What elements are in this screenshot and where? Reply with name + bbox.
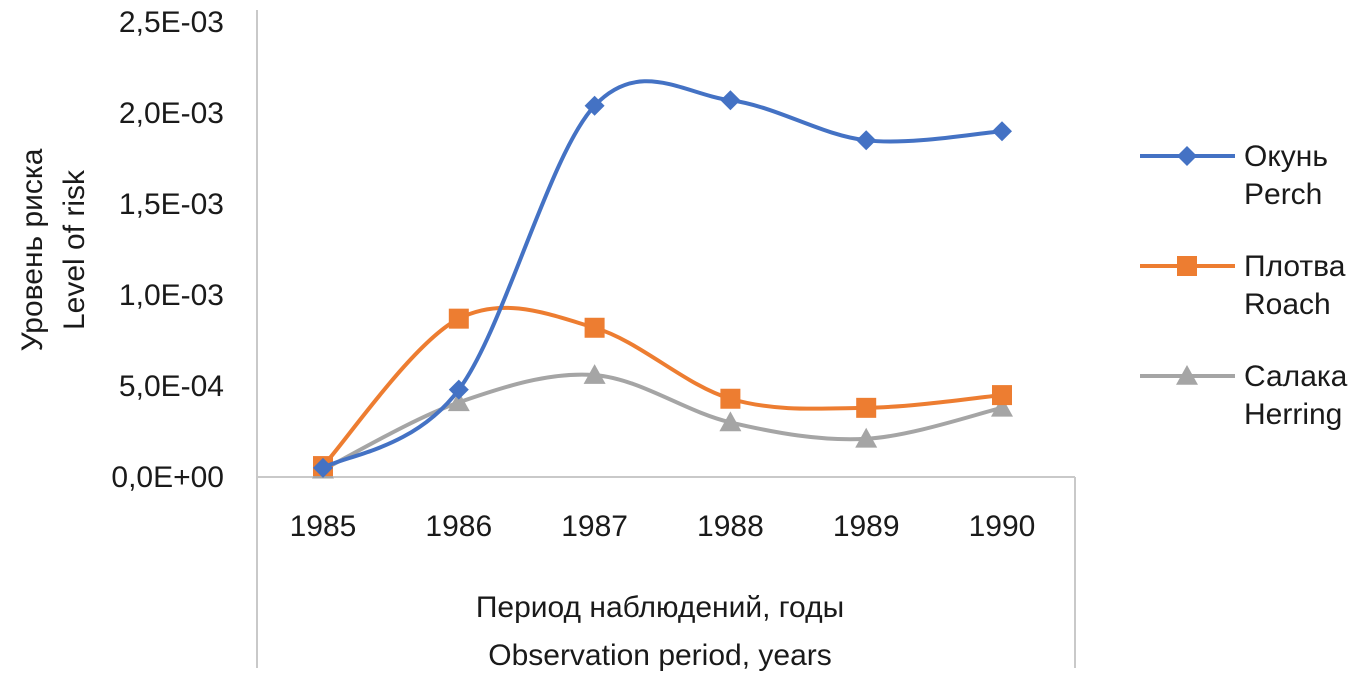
data-point-roach [448, 308, 469, 329]
x-tick-label: 1987 [561, 510, 628, 543]
data-point-perch [720, 90, 741, 111]
data-point-perch [448, 379, 469, 400]
data-point-roach [856, 397, 877, 418]
legend-marker [1177, 146, 1197, 166]
y-tick-label: 5,0E-04 [119, 370, 224, 403]
data-point-herring [583, 364, 606, 384]
data-point-roach [720, 388, 741, 409]
legend-marker [1176, 365, 1198, 385]
y-tick-label: 0,0E+00 [111, 461, 224, 494]
legend-label-line-1: Окунь [1244, 140, 1328, 173]
y-axis-title-line-1: Уровень риска [16, 148, 49, 351]
data-point-herring [447, 391, 470, 412]
y-tick-label: 2,0E-03 [119, 97, 224, 130]
data-point-herring [991, 396, 1013, 417]
legend-label-line-1: Салака [1244, 360, 1348, 393]
x-tick-label: 1986 [425, 510, 492, 543]
x-tick-label: 1988 [697, 510, 764, 543]
x-axis-title-line-2: Observation period, years [488, 639, 832, 672]
legend-entry-roach: Плотва Roach [1140, 250, 1346, 321]
x-tick-label: 1989 [833, 510, 900, 543]
data-point-perch [584, 95, 605, 116]
data-point-herring [719, 411, 742, 432]
legend-label-line-2: Perch [1244, 178, 1322, 211]
series-perch [313, 79, 1012, 478]
legend-entry-herring: Салака Herring [1140, 360, 1348, 431]
data-point-perch [313, 457, 333, 478]
series-roach [313, 305, 1012, 477]
x-tick-label: 1990 [969, 510, 1036, 543]
data-point-roach [992, 385, 1012, 406]
data-point-herring [855, 427, 878, 448]
legend-label-line-1: Плотва [1244, 250, 1346, 283]
x-axis-title-line-1: Период наблюдений, годы [476, 591, 844, 624]
y-tick-label: 1,5E-03 [119, 188, 224, 221]
series-line-roach [321, 305, 1004, 469]
data-point-roach [584, 317, 605, 338]
y-tick-label: 1,0E-03 [119, 279, 224, 312]
x-tick-label: 1985 [290, 510, 357, 543]
y-axis-title-line-2: Level of risk [58, 169, 91, 330]
y-tick-label: 2,5E-03 [119, 6, 224, 39]
legend-label-line-2: Herring [1244, 398, 1342, 431]
data-point-perch [856, 130, 877, 151]
legend-label-line-2: Roach [1244, 288, 1331, 321]
series-line-perch [321, 79, 1004, 470]
series-herring [312, 364, 1013, 479]
legend-marker [1177, 256, 1197, 276]
data-point-perch [992, 121, 1012, 142]
legend-entry-perch: Окунь Perch [1140, 140, 1328, 211]
